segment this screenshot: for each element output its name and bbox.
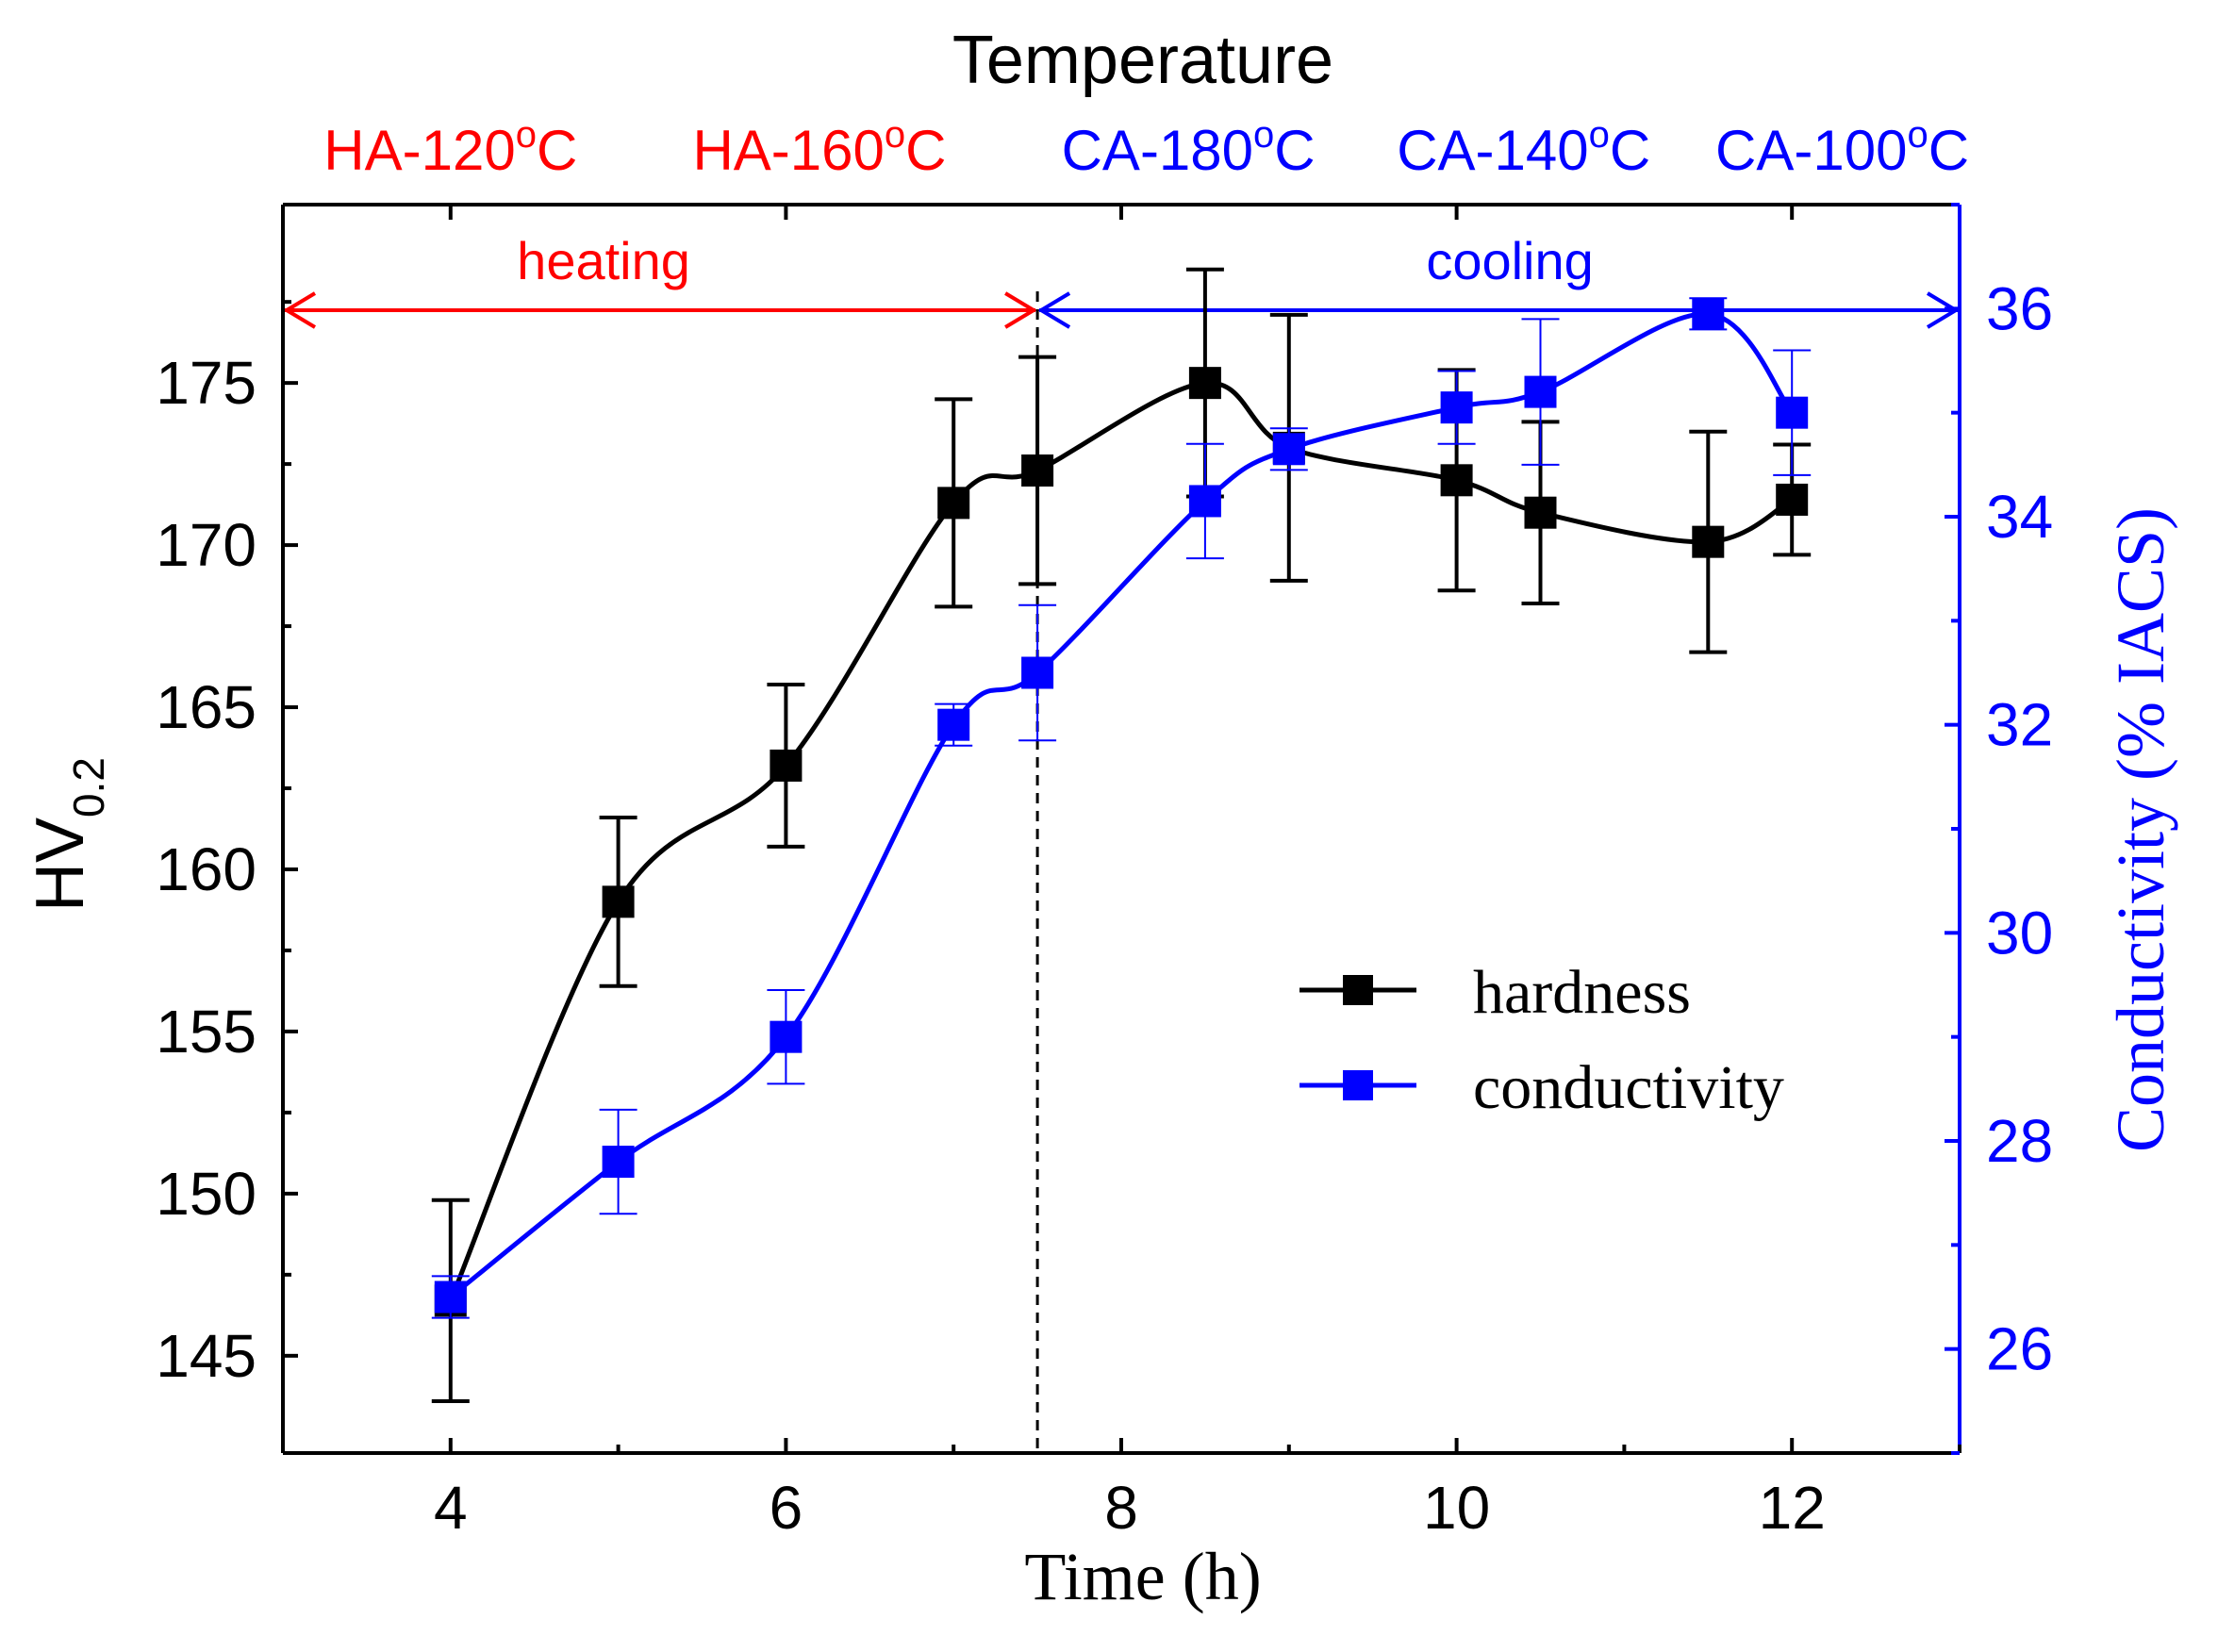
y-tick-label: 155 — [156, 998, 257, 1066]
legend: hardness conductivity — [1299, 958, 1784, 1122]
hardness-point — [1188, 367, 1221, 400]
series-hardness — [431, 267, 1812, 1403]
hardness-point — [1021, 454, 1054, 487]
y-tick-label: 160 — [156, 835, 257, 903]
temperature-label: CA-140oC — [1397, 114, 1650, 182]
temperature-label: HA-120oC — [323, 114, 577, 182]
conductivity-point — [1021, 656, 1054, 689]
phase-arrows: heating cooling — [283, 231, 1960, 329]
conductivity-point — [1524, 375, 1557, 408]
hardness-point — [1440, 464, 1473, 497]
y-axis-label-main: HV — [23, 818, 98, 912]
hardness-point — [602, 885, 635, 918]
x-tick-label: 12 — [1759, 1474, 1826, 1542]
chart-title: Temperature — [952, 23, 1333, 98]
hardness-point — [1776, 483, 1809, 516]
temperature-label: CA-180oC — [1062, 114, 1316, 182]
x-tick-label: 10 — [1423, 1474, 1490, 1542]
hardness-point — [937, 487, 970, 520]
conductivity-point — [1692, 297, 1725, 330]
conductivity-point — [1188, 485, 1221, 518]
y2-tick-label: 28 — [1986, 1107, 2053, 1175]
svg-text:HV0.2: HV0.2 — [23, 757, 113, 912]
conductivity-line — [449, 311, 1795, 1299]
y-tick-label: 170 — [156, 511, 257, 579]
phase-arrowhead-left — [1037, 291, 1071, 329]
x-axis-label: Time (h) — [1024, 1539, 1261, 1614]
series-layer — [431, 267, 1812, 1403]
conductivity-point — [937, 708, 970, 741]
phase-arrowhead-right — [1004, 291, 1037, 329]
hardness-point — [770, 749, 803, 782]
y-axis-label-sub: 0.2 — [64, 757, 113, 818]
conductivity-point — [770, 1020, 803, 1053]
y-tick-label: 145 — [156, 1322, 257, 1390]
y2-tick-label: 30 — [1986, 899, 2053, 966]
legend-conductivity-label: conductivity — [1473, 1053, 1784, 1122]
conductivity-point — [1776, 396, 1809, 429]
y-axis-label: HV0.2 — [23, 757, 113, 912]
conductivity-point — [1272, 433, 1305, 466]
y-tick-label: 150 — [156, 1160, 257, 1228]
hardness-point — [1692, 525, 1725, 558]
y2-tick-label: 26 — [1986, 1315, 2053, 1383]
hardness-line — [448, 380, 1794, 1302]
y-tick-label: 165 — [156, 673, 257, 741]
phase-label: heating — [517, 231, 690, 290]
legend-hardness-marker — [1343, 975, 1373, 1005]
series-conductivity — [431, 297, 1812, 1319]
x-tick-label: 8 — [1104, 1474, 1138, 1542]
legend-conductivity-marker — [1343, 1070, 1373, 1100]
y2-tick-label: 36 — [1986, 274, 2053, 342]
hardness-point — [1524, 496, 1557, 529]
y-tick-label: 175 — [156, 349, 257, 417]
y2-axis-label: Conductivity (% IACS) — [2103, 507, 2178, 1152]
conductivity-point — [602, 1146, 635, 1179]
temperature-label: CA-100oC — [1715, 114, 1969, 182]
phase-label: cooling — [1426, 231, 1593, 290]
y2-tick-label: 34 — [1986, 483, 2053, 551]
conductivity-point — [1440, 391, 1473, 424]
x-tick-label: 4 — [434, 1474, 468, 1542]
conductivity-point — [434, 1280, 467, 1313]
temperature-labels: HA-120oC HA-160oC CA-180oC CA-140oC CA-100oC — [323, 114, 1969, 182]
x-tick-label: 6 — [770, 1474, 803, 1542]
axes — [281, 203, 1961, 1455]
legend-hardness-label: hardness — [1473, 958, 1691, 1027]
y2-tick-label: 32 — [1986, 691, 2053, 759]
tick-layer: 4 6 8 10 12 145 150 155 160 165 170 175 26 28 30 32 34 36 — [156, 203, 2053, 1542]
temperature-label: HA-160oC — [692, 114, 946, 182]
phase-arrowhead-left — [283, 291, 317, 329]
